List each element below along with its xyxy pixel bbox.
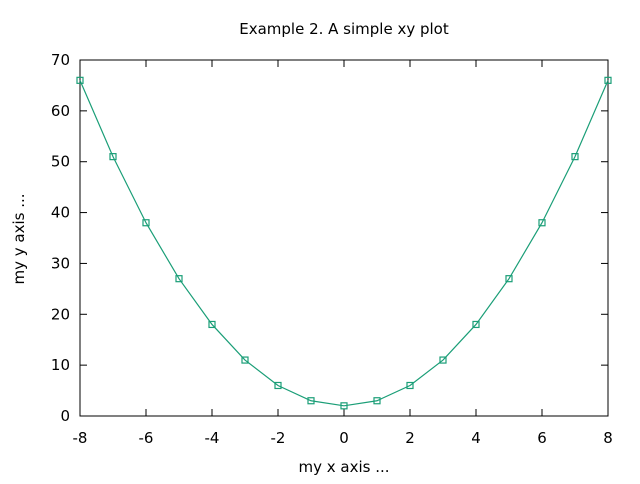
- y-tick-label: 40: [51, 204, 70, 222]
- y-tick-label: 20: [51, 305, 70, 323]
- y-tick-label: 10: [51, 356, 70, 374]
- data-point: [538, 219, 546, 227]
- y-tick-label: 70: [51, 51, 70, 69]
- x-tick-label: -6: [139, 429, 154, 447]
- data-point: [76, 76, 84, 84]
- y-tick-label: 50: [51, 153, 70, 171]
- x-tick-label: -8: [73, 429, 88, 447]
- data-point: [439, 356, 447, 364]
- x-tick-label: 2: [405, 429, 415, 447]
- x-tick-label: 6: [537, 429, 547, 447]
- y-tick-label: 30: [51, 254, 70, 272]
- x-tick-label: 8: [603, 429, 613, 447]
- plot-frame: [79, 59, 609, 417]
- data-point: [472, 320, 480, 329]
- data-point: [604, 76, 612, 84]
- data-point: [109, 153, 117, 161]
- data-point: [142, 219, 150, 227]
- x-tick-label: 4: [471, 429, 481, 447]
- series-group: [76, 76, 612, 410]
- data-point: [175, 275, 183, 283]
- data-point: [208, 320, 216, 329]
- data-point: [571, 153, 579, 161]
- data-point: [505, 275, 513, 283]
- data-point: [307, 397, 315, 405]
- y-tick-label: 60: [51, 102, 70, 120]
- y-tick-label: 0: [60, 407, 70, 425]
- data-point: [406, 381, 414, 390]
- x-axis-label: my x axis ...: [298, 458, 389, 476]
- x-tick-label: 0: [339, 429, 349, 447]
- data-point: [241, 356, 249, 364]
- series-line: [79, 80, 609, 407]
- axis-ticks: -8 -6 -4 -2 0 2 4 6 8 0 10 20 30 40 50 60 70: [51, 51, 613, 447]
- x-tick-label: -2: [271, 429, 286, 447]
- y-axis-label: my y axis ...: [10, 193, 28, 284]
- x-tick-label: -4: [205, 429, 220, 447]
- chart-title: Example 2. A simple xy plot: [239, 20, 449, 38]
- data-point: [373, 397, 381, 405]
- data-point: [340, 402, 348, 410]
- data-point: [274, 381, 282, 390]
